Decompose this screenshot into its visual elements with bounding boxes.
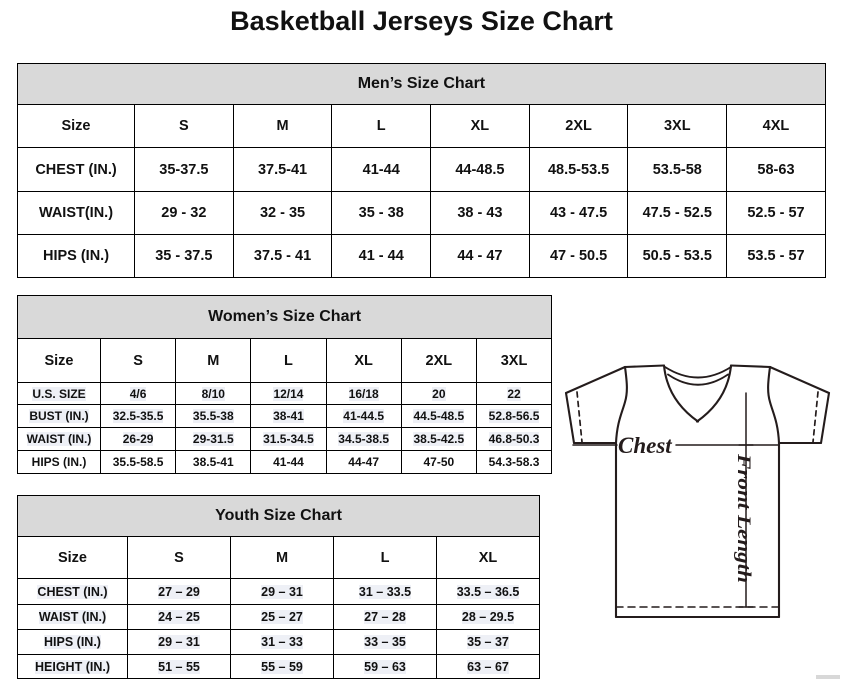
svg-text:Front Length: Front Length xyxy=(733,453,754,583)
svg-text:Chest: Chest xyxy=(618,433,672,458)
